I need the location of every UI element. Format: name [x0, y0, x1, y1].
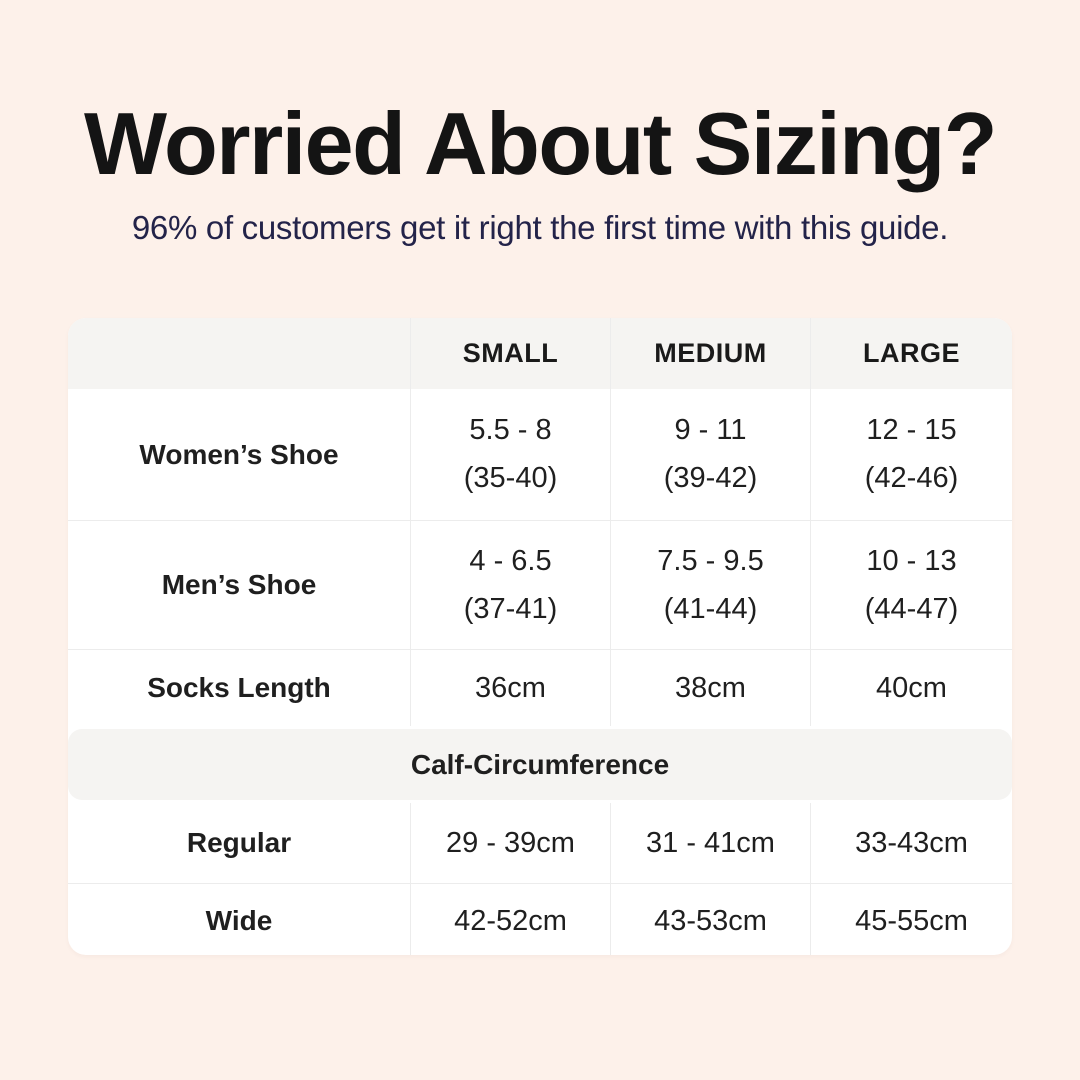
- row-label-wide: Wide: [205, 905, 273, 936]
- table-row-wide: Wide 42-52cm 43-53cm 45-55cm: [68, 883, 1012, 955]
- value-line: 29 - 39cm: [446, 826, 575, 859]
- value-line: 31 - 41cm: [646, 826, 775, 859]
- corner-empty-cell: [68, 318, 410, 389]
- cell-mens-small: 4 - 6.5 (37-41): [410, 521, 610, 649]
- value-line: 33-43cm: [855, 826, 968, 859]
- value-line: 45-55cm: [855, 904, 968, 937]
- table-header-row: SMALL MEDIUM LARGE: [68, 318, 1012, 389]
- value-line: 12 - 15: [866, 414, 957, 446]
- column-header-medium: MEDIUM: [610, 318, 810, 389]
- cell-regular-medium: 31 - 41cm: [610, 803, 810, 883]
- cell-wide-medium: 43-53cm: [610, 884, 810, 955]
- cell-regular-small: 29 - 39cm: [410, 803, 610, 883]
- row-label-socks-length: Socks Length: [147, 672, 331, 703]
- value-line-eu: (35-40): [463, 462, 558, 494]
- cell-womens-medium: 9 - 11 (39-42): [610, 389, 810, 520]
- value-line: 9 - 11: [674, 414, 747, 446]
- value-line: 7.5 - 9.5: [657, 544, 764, 577]
- section-banner-wrap: Calf-Circumference: [68, 726, 1012, 803]
- header-section: Worried About Sizing? 96% of customers g…: [0, 0, 1080, 246]
- sizing-table: SMALL MEDIUM LARGE Women’s Shoe 5.5 - 8 …: [68, 318, 1012, 955]
- column-header-large: LARGE: [810, 318, 1012, 389]
- column-header-small: SMALL: [410, 318, 610, 389]
- row-label-mens-shoe: Men’s Shoe: [161, 569, 317, 600]
- cell-socks-large: 40cm: [810, 650, 1012, 726]
- value-line: 42-52cm: [454, 904, 567, 937]
- value-line: 5.5 - 8: [469, 414, 552, 446]
- table-row-womens-shoe: Women’s Shoe 5.5 - 8 (35-40) 9 - 11 (39-…: [68, 389, 1012, 520]
- value-line-eu: (41-44): [663, 592, 758, 625]
- row-label-womens-shoe: Women’s Shoe: [139, 438, 339, 470]
- cell-wide-large: 45-55cm: [810, 884, 1012, 955]
- value-line: 36cm: [475, 671, 546, 704]
- section-header-calf-circumference: Calf-Circumference: [68, 729, 1012, 800]
- cell-womens-small: 5.5 - 8 (35-40): [410, 389, 610, 520]
- page-subtitle: 96% of customers get it right the first …: [131, 209, 949, 246]
- cell-socks-medium: 38cm: [610, 650, 810, 726]
- table-row-regular: Regular 29 - 39cm 31 - 41cm 33-43cm: [68, 803, 1012, 883]
- value-line: 4 - 6.5: [469, 544, 552, 577]
- table-row-mens-shoe: Men’s Shoe 4 - 6.5 (37-41) 7.5 - 9.5 (41…: [68, 520, 1012, 649]
- value-line-eu: (42-46): [864, 462, 959, 494]
- value-line: 43-53cm: [654, 904, 767, 937]
- row-label-regular: Regular: [186, 827, 292, 858]
- cell-mens-large: 10 - 13 (44-47): [810, 521, 1012, 649]
- value-line-eu: (39-42): [663, 462, 758, 494]
- value-line-eu: (44-47): [864, 592, 959, 625]
- value-line: 40cm: [876, 671, 947, 704]
- table-row-socks-length: Socks Length 36cm 38cm 40cm: [68, 649, 1012, 726]
- cell-regular-large: 33-43cm: [810, 803, 1012, 883]
- value-line: 38cm: [675, 671, 746, 704]
- value-line: 10 - 13: [866, 544, 957, 577]
- cell-wide-small: 42-52cm: [410, 884, 610, 955]
- cell-socks-small: 36cm: [410, 650, 610, 726]
- cell-womens-large: 12 - 15 (42-46): [810, 389, 1012, 520]
- value-line-eu: (37-41): [463, 592, 558, 625]
- cell-mens-medium: 7.5 - 9.5 (41-44): [610, 521, 810, 649]
- page-title: Worried About Sizing?: [84, 94, 997, 193]
